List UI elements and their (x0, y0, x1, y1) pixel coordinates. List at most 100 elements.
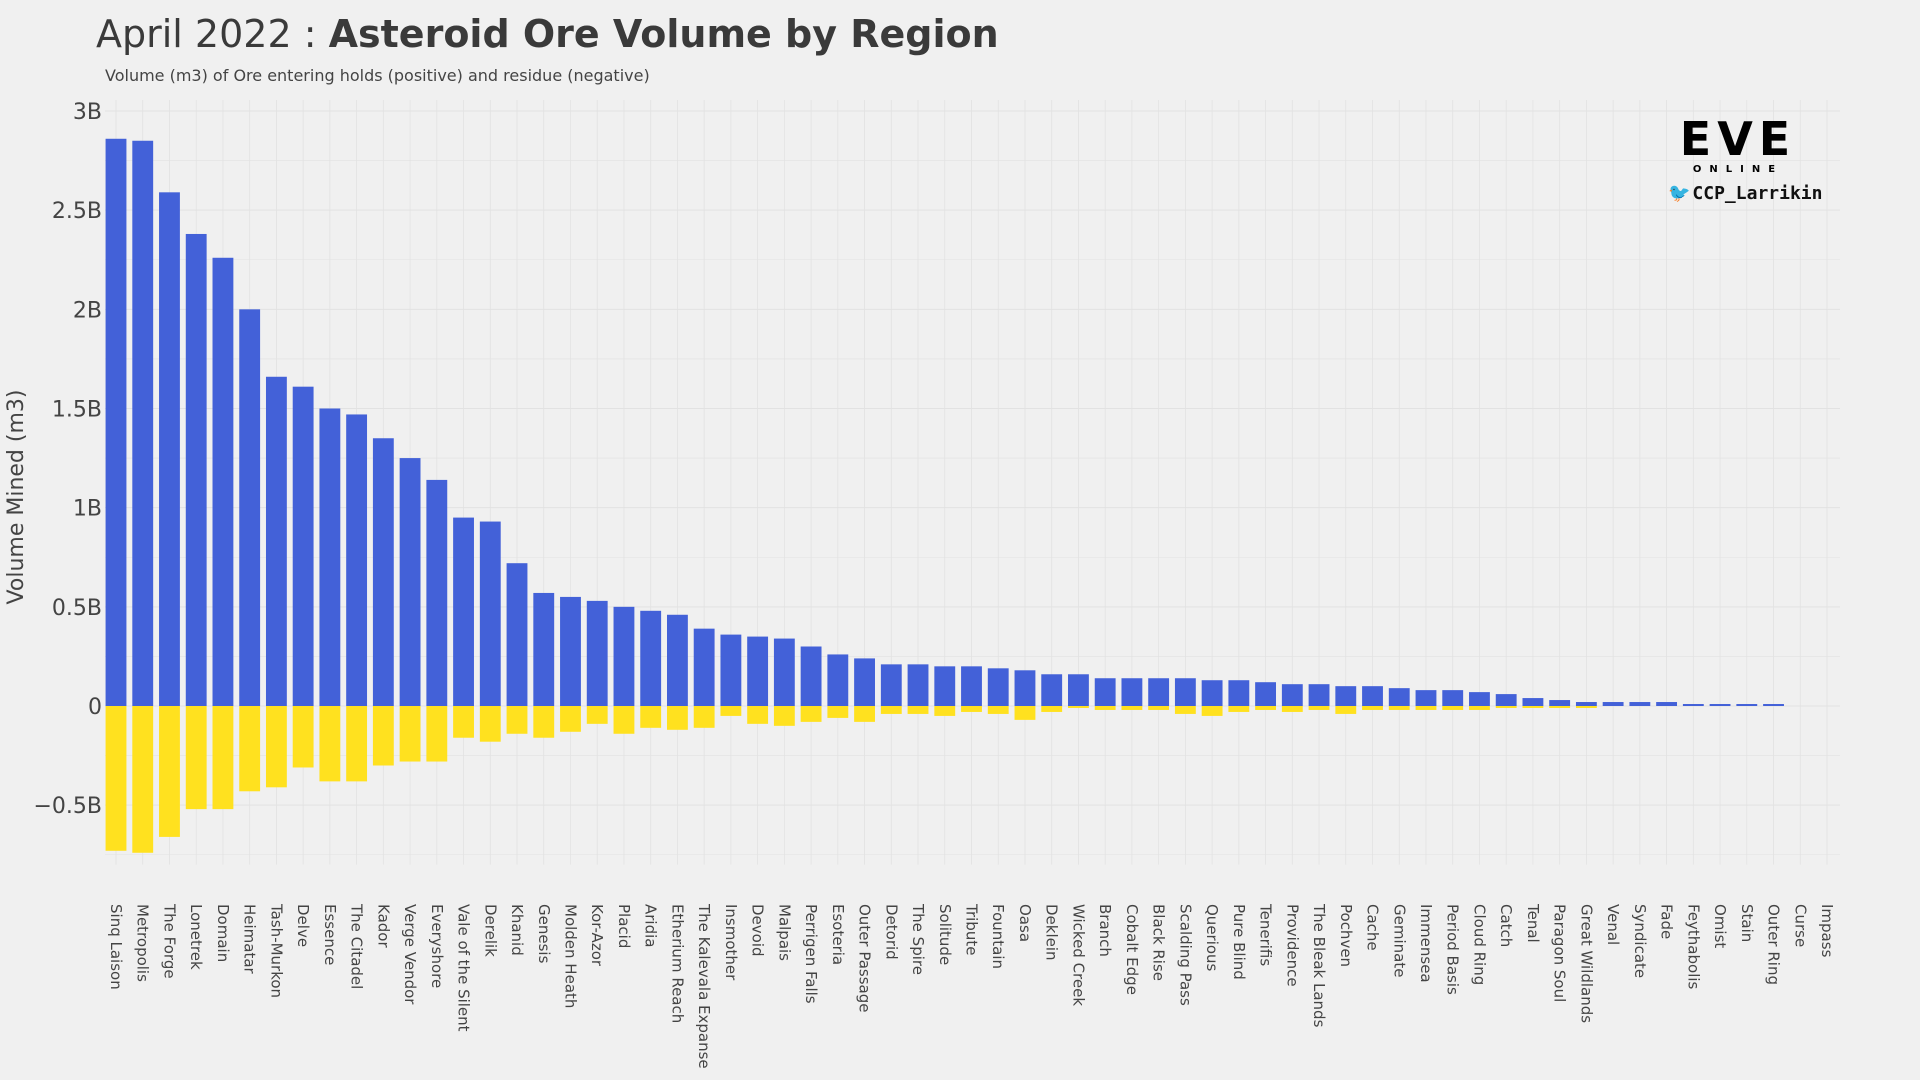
bar-positive (800, 646, 822, 706)
bar-positive (1094, 678, 1116, 706)
twitter-handle-text: CCP_Larrikin (1692, 183, 1823, 204)
bar-positive (533, 592, 555, 706)
bar-negative (346, 706, 368, 782)
x-tick-label: Catch (1497, 904, 1515, 947)
x-tick-label: Metropolis (134, 904, 152, 982)
bar-negative (265, 706, 287, 788)
bar-negative (1041, 706, 1063, 712)
x-tick-label: Deklein (1043, 904, 1061, 961)
x-tick-label: The Citadel (348, 903, 366, 989)
chart-subtitle: Volume (m3) of Ore entering holds (posit… (105, 66, 650, 85)
bar-negative (1308, 706, 1330, 710)
bar-positive (907, 664, 929, 706)
bar-positive (1362, 686, 1383, 706)
bar-negative (1121, 706, 1143, 710)
bar-positive (1308, 684, 1330, 706)
x-tick-label: Essence (321, 904, 339, 965)
x-tick-label: Malpais (775, 904, 793, 961)
bar-negative (292, 706, 314, 768)
eve-logo-mark: EVE (1679, 112, 1797, 166)
bar-positive (1014, 670, 1036, 706)
x-tick-label: Vale of the Silent (455, 904, 473, 1032)
bar-negative (1575, 706, 1597, 708)
bar-negative (640, 706, 662, 728)
bar-negative (1201, 706, 1223, 716)
bar-positive (426, 479, 448, 706)
eve-logo-subtext: ONLINE (1692, 164, 1784, 175)
bar-negative (1014, 706, 1036, 720)
bar-positive (1682, 704, 1704, 706)
bar-negative (1442, 706, 1464, 710)
x-tick-label: Querious (1203, 904, 1221, 972)
x-tick-label: Immensea (1417, 904, 1435, 983)
bar-negative (453, 706, 474, 738)
x-tick-label: Sinq Laison (107, 904, 125, 990)
x-tick-label: Devoid (749, 904, 767, 957)
x-tick-label: Branch (1096, 904, 1114, 957)
bar-positive (479, 521, 501, 706)
x-tick-label: Outer Passage (856, 904, 874, 1013)
bars (105, 138, 1784, 853)
bar-positive (640, 610, 662, 706)
bar-positive (1709, 704, 1731, 706)
bar-negative (1388, 706, 1410, 710)
bar-negative (1549, 706, 1571, 708)
y-tick-label: 3B (73, 100, 102, 125)
bar-negative (319, 706, 341, 782)
x-tick-label: Khanid (508, 904, 526, 956)
bar-positive (1629, 702, 1651, 706)
bar-positive (987, 668, 1009, 706)
x-tick-label: Etherium Reach (668, 904, 686, 1023)
bar-negative (880, 706, 902, 714)
eve-online-logo: EVE ONLINE 🐦 CCP_Larrikin (1668, 112, 1822, 204)
bar-positive (399, 458, 421, 706)
chart-title-date: April 2022 : (96, 12, 329, 56)
bar-negative (773, 706, 795, 726)
bar-positive (1495, 694, 1517, 706)
bar-negative (1362, 706, 1383, 710)
bar-positive (292, 386, 314, 706)
x-tick-label: Insmother (722, 904, 740, 981)
bar-positive (1602, 702, 1624, 706)
bar-negative (720, 706, 742, 716)
x-tick-label: Oasa (1016, 904, 1034, 942)
bar-negative (1094, 706, 1116, 710)
bar-positive (346, 414, 368, 706)
bar-negative (693, 706, 715, 728)
y-tick-label: 1B (73, 497, 102, 522)
bar-positive (1335, 686, 1357, 706)
bar-negative (132, 706, 154, 853)
bar-positive (453, 517, 474, 706)
bar-positive (961, 666, 982, 706)
x-tick-label: Kor-Azor (588, 904, 606, 967)
chart-title: April 2022 : Asteroid Ore Volume by Regi… (96, 12, 999, 56)
x-tick-label: Cache (1364, 904, 1382, 951)
x-tick-label: The Bleak Lands (1310, 903, 1328, 1028)
x-tick-label: Paragon Soul (1551, 904, 1569, 1002)
bar-positive (1255, 682, 1277, 706)
x-tick-label: Tribute (963, 903, 981, 955)
bar-positive (185, 233, 207, 706)
x-tick-label: The Spire (909, 903, 927, 975)
bar-negative (533, 706, 555, 738)
bar-negative (479, 706, 501, 742)
x-tick-label: Detorid (882, 904, 900, 960)
x-tick-label: Tenal (1524, 903, 1542, 943)
x-tick-label: Syndicate (1631, 904, 1649, 978)
bar-positive (1388, 688, 1410, 706)
x-tick-label: Omist (1711, 904, 1729, 948)
x-tick-label: Providence (1283, 904, 1301, 987)
bar-positive (212, 257, 234, 706)
x-tick-label: Black Rise (1150, 904, 1168, 981)
x-tick-label: Great Wildlands (1577, 904, 1595, 1023)
bar-negative (1281, 706, 1303, 712)
bar-negative (1068, 706, 1089, 708)
bar-negative (399, 706, 421, 762)
bar-negative (586, 706, 608, 724)
bar-positive (613, 606, 635, 706)
x-tick-label: Stain (1738, 904, 1756, 942)
bar-positive (1281, 684, 1303, 706)
bar-negative (613, 706, 635, 734)
bar-negative (1495, 706, 1517, 708)
